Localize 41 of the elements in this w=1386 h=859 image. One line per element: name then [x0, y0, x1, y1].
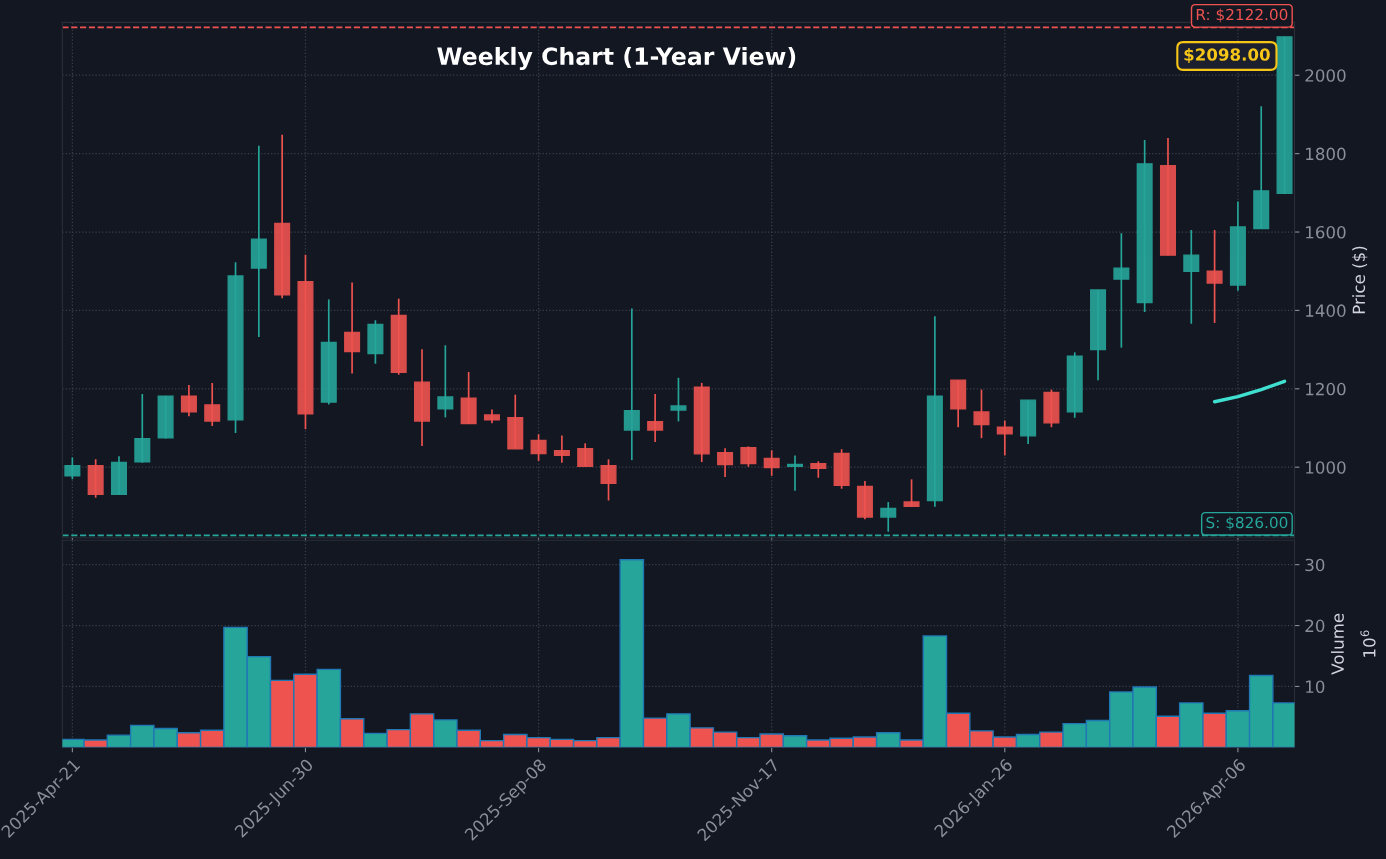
candlestick: [717, 447, 734, 478]
candlestick: [553, 434, 570, 464]
candlestick: [180, 384, 197, 418]
y-tick-label: 1800: [1306, 147, 1346, 161]
ref-line-label: S: $826.00: [1206, 516, 1288, 531]
candlestick: [64, 456, 81, 481]
y-tick-label: 1200: [1306, 382, 1346, 396]
candlestick: [1113, 232, 1130, 349]
ref-line-label: R: $2122.00: [1196, 8, 1288, 23]
candlestick: [973, 388, 990, 440]
candlestick: [786, 454, 804, 492]
y-tick-label: 30: [1305, 558, 1325, 572]
candlestick: [763, 449, 780, 477]
y-tick-label: 1000: [1306, 461, 1346, 474]
candlestick: [344, 281, 361, 375]
candlestick: [903, 478, 920, 508]
y-tick-label: 1400: [1306, 304, 1346, 317]
candlestick: [204, 382, 221, 427]
annotation: $2098.00: [1184, 47, 1270, 64]
y-tick-label: 2000: [1305, 69, 1346, 82]
y-axis-title: Price ($): [1352, 246, 1368, 314]
candlestick: [623, 307, 640, 461]
y-axis-title: Volume: [1331, 613, 1344, 675]
candlestick: [437, 344, 454, 419]
candlestick: [740, 445, 757, 468]
candlestick: [670, 376, 687, 423]
y-tick-label: 20: [1305, 619, 1325, 633]
candlestick: [1183, 229, 1200, 325]
candlestick: [577, 442, 594, 468]
candlestick: [647, 393, 664, 443]
line-series: [1212, 379, 1287, 404]
candlestick: [880, 501, 897, 533]
candlestick: [134, 393, 151, 464]
candlestick: [996, 419, 1013, 457]
text: Weekly Chart (1-Year View): [437, 46, 796, 70]
candlestick: [1206, 229, 1223, 324]
candlestick: [530, 433, 547, 462]
text: 10$^{6}$: [1360, 630, 1376, 657]
candlestick: [600, 458, 617, 502]
y-tick-label: 10: [1306, 680, 1325, 694]
y-tick-label: 1600: [1306, 225, 1346, 239]
